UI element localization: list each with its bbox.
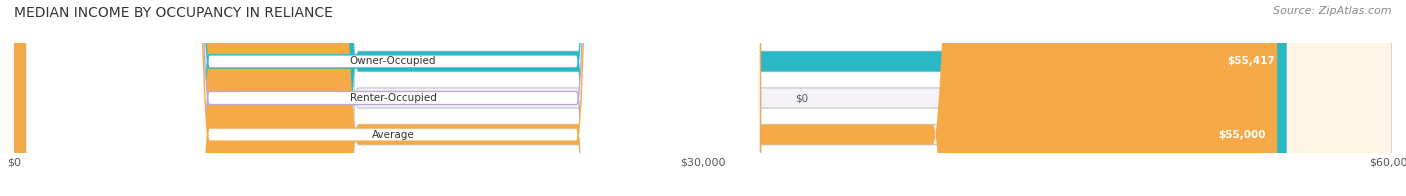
Text: $55,417: $55,417 <box>1227 56 1275 66</box>
FancyBboxPatch shape <box>14 0 1392 196</box>
FancyBboxPatch shape <box>14 0 1392 196</box>
Text: Source: ZipAtlas.com: Source: ZipAtlas.com <box>1274 6 1392 16</box>
Text: Average: Average <box>371 130 415 140</box>
FancyBboxPatch shape <box>14 0 1286 196</box>
Text: $55,000: $55,000 <box>1218 130 1265 140</box>
Text: MEDIAN INCOME BY OCCUPANCY IN RELIANCE: MEDIAN INCOME BY OCCUPANCY IN RELIANCE <box>14 6 333 20</box>
Text: Owner-Occupied: Owner-Occupied <box>350 56 436 66</box>
Text: Renter-Occupied: Renter-Occupied <box>350 93 436 103</box>
FancyBboxPatch shape <box>25 0 761 196</box>
Text: $0: $0 <box>794 93 808 103</box>
FancyBboxPatch shape <box>25 0 761 196</box>
FancyBboxPatch shape <box>25 0 761 196</box>
FancyBboxPatch shape <box>14 0 1277 196</box>
FancyBboxPatch shape <box>14 0 1392 196</box>
